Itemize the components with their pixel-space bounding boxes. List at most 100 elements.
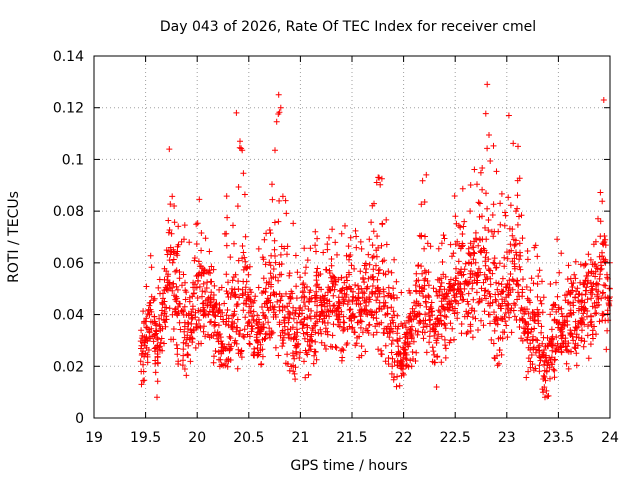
roti-point: [405, 314, 412, 321]
roti-point: [375, 284, 381, 291]
roti-point: [528, 352, 535, 358]
roti-point: [514, 296, 521, 303]
roti-point: [282, 197, 289, 204]
roti-point: [452, 277, 459, 284]
roti-point: [307, 333, 314, 340]
roti-point: [498, 288, 505, 295]
roti-point: [511, 313, 518, 320]
roti-point: [363, 266, 370, 272]
roti-point: [419, 177, 426, 184]
roti-point: [516, 256, 523, 263]
roti-point: [138, 342, 145, 349]
roti-point: [293, 283, 300, 290]
roti-point: [569, 284, 576, 290]
roti-point: [509, 286, 516, 293]
roti-point: [442, 345, 449, 352]
roti-point: [195, 307, 202, 314]
roti-point: [373, 329, 380, 336]
roti-point: [313, 248, 319, 255]
roti-point: [164, 282, 171, 289]
roti-point: [262, 313, 269, 320]
roti-point: [514, 205, 521, 212]
roti-point: [594, 291, 601, 298]
roti-point: [487, 158, 494, 164]
roti-point: [585, 323, 591, 330]
roti-point: [497, 200, 504, 207]
roti-point: [451, 281, 458, 288]
roti-point: [448, 285, 455, 292]
roti-point: [579, 327, 585, 334]
roti-point: [297, 349, 304, 356]
roti-point: [533, 336, 540, 343]
roti-point: [483, 249, 490, 256]
roti-point: [275, 91, 282, 98]
roti-point: [491, 260, 498, 267]
roti-point: [332, 239, 339, 246]
roti-point: [237, 138, 243, 145]
roti-point: [516, 240, 523, 247]
roti-point: [485, 256, 492, 263]
roti-point: [539, 278, 545, 285]
roti-point: [538, 300, 545, 307]
roti-point: [241, 254, 248, 261]
roti-point: [386, 334, 393, 341]
roti-point: [221, 300, 228, 307]
roti-point: [413, 278, 420, 284]
roti-point: [420, 324, 427, 331]
roti-point: [480, 322, 487, 329]
roti-point: [263, 300, 270, 307]
roti-point: [218, 350, 225, 357]
roti-point: [556, 344, 563, 351]
roti-point: [461, 266, 468, 273]
roti-point: [242, 233, 249, 240]
roti-point: [573, 362, 580, 369]
roti-point: [176, 319, 183, 326]
roti-point: [431, 328, 438, 335]
roti-point: [329, 344, 336, 350]
roti-point: [351, 329, 358, 336]
roti-point: [305, 371, 312, 378]
roti-point: [277, 104, 284, 111]
y-tick-label: 0.12: [53, 101, 84, 117]
roti-point: [323, 266, 330, 273]
roti-point: [138, 335, 145, 342]
roti-point: [438, 275, 445, 282]
roti-point: [366, 321, 373, 328]
roti-point: [451, 336, 457, 343]
roti-point: [154, 394, 160, 401]
roti-point: [378, 175, 385, 182]
roti-point: [199, 288, 206, 295]
roti-point: [484, 81, 491, 88]
roti-point: [319, 308, 326, 315]
roti-point: [536, 267, 543, 274]
roti-point: [460, 296, 467, 303]
roti-point: [147, 252, 154, 259]
roti-point: [577, 299, 583, 305]
roti-point: [156, 344, 163, 351]
roti-point: [300, 330, 307, 337]
roti-point: [507, 271, 514, 277]
roti-point: [489, 270, 496, 277]
roti-point: [182, 296, 189, 303]
roti-point: [504, 255, 511, 262]
roti-point: [461, 218, 468, 225]
roti-point: [464, 298, 471, 305]
roti-point: [514, 192, 521, 199]
roti-point: [290, 315, 297, 322]
roti-point: [593, 331, 599, 338]
roti-point: [438, 333, 445, 340]
roti-point: [464, 313, 471, 320]
roti-point: [387, 320, 394, 327]
roti-point: [271, 237, 278, 244]
roti-point: [284, 243, 291, 250]
roti-point: [218, 338, 225, 345]
roti-point: [426, 317, 433, 324]
roti-point: [541, 347, 548, 353]
roti-point: [375, 244, 382, 251]
roti-point: [289, 324, 296, 331]
roti-point: [565, 340, 572, 347]
roti-point: [551, 302, 558, 308]
roti-point: [234, 365, 241, 372]
roti-point: [140, 361, 147, 368]
roti-point: [547, 375, 553, 382]
